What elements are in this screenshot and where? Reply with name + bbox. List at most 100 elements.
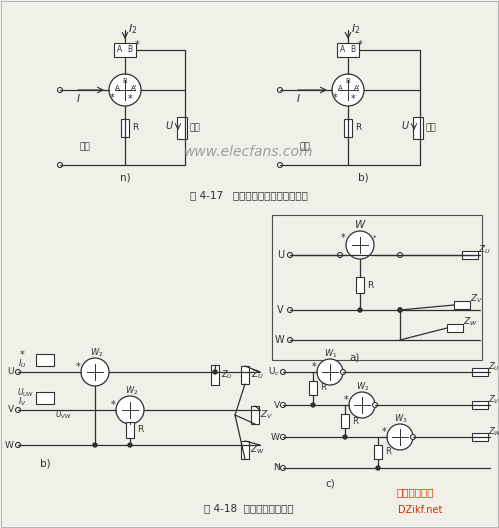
Text: R: R: [137, 426, 143, 435]
Text: 负载: 负载: [426, 124, 436, 133]
Text: $U_{VW}$: $U_{VW}$: [55, 409, 72, 421]
Text: $W_3$: $W_3$: [394, 413, 408, 425]
Text: R: R: [352, 417, 358, 426]
Text: A': A': [131, 85, 137, 91]
Text: *: *: [351, 94, 355, 104]
Text: W: W: [355, 220, 365, 230]
Circle shape: [387, 424, 413, 450]
Circle shape: [128, 443, 132, 447]
Text: B: B: [346, 78, 350, 84]
Text: $Z_V$: $Z_V$: [260, 409, 273, 421]
Text: c): c): [325, 478, 335, 488]
Bar: [344, 119, 352, 137]
Text: 图 4-17   功率表的两种正确接线方法: 图 4-17 功率表的两种正确接线方法: [190, 190, 308, 200]
Bar: [177, 117, 187, 139]
Circle shape: [346, 231, 374, 259]
Text: V: V: [277, 305, 284, 315]
Bar: [413, 117, 423, 139]
Text: $I_2$: $I_2$: [128, 22, 138, 36]
Circle shape: [337, 252, 342, 258]
Text: *: *: [373, 235, 377, 241]
Text: 电子开发社区: 电子开发社区: [396, 487, 434, 497]
Bar: [309, 381, 317, 395]
Circle shape: [93, 443, 97, 447]
Circle shape: [277, 88, 282, 92]
Text: $W_2$: $W_2$: [125, 385, 139, 397]
Text: *: *: [128, 94, 132, 104]
Circle shape: [280, 402, 285, 408]
Text: $Z_U$: $Z_U$: [478, 244, 491, 256]
Text: $I$: $I$: [76, 92, 80, 104]
Text: *: *: [382, 427, 386, 437]
Text: R: R: [367, 280, 373, 289]
Bar: [374, 445, 382, 459]
Text: 负载: 负载: [190, 124, 201, 133]
Circle shape: [277, 163, 282, 167]
Circle shape: [15, 408, 20, 412]
Bar: [251, 406, 259, 424]
Text: A: A: [340, 44, 346, 53]
Circle shape: [81, 358, 109, 386]
Text: *: *: [358, 40, 362, 50]
Text: W: W: [5, 440, 14, 449]
Circle shape: [343, 435, 347, 439]
Circle shape: [109, 74, 141, 106]
Circle shape: [349, 392, 375, 418]
Circle shape: [280, 370, 285, 374]
Text: *: *: [111, 400, 115, 410]
Text: U: U: [7, 367, 14, 376]
Text: *: *: [110, 93, 114, 103]
Text: $I_V$: $I_V$: [17, 396, 26, 408]
Text: $U$: $U$: [401, 119, 410, 131]
Text: A: A: [115, 85, 119, 91]
Text: W: W: [271, 432, 280, 441]
Bar: [121, 119, 129, 137]
Text: B: B: [123, 78, 127, 84]
Circle shape: [280, 435, 285, 439]
Text: B: B: [127, 44, 133, 53]
Text: *: *: [341, 233, 345, 243]
Text: R: R: [132, 124, 138, 133]
Text: $Z_W$: $Z_W$: [463, 316, 478, 328]
Text: $I$: $I$: [295, 92, 300, 104]
Circle shape: [376, 466, 380, 470]
Text: $Z_V$: $Z_V$: [470, 293, 483, 305]
Circle shape: [57, 163, 62, 167]
Bar: [241, 366, 249, 384]
Text: $Z_U$: $Z_U$: [250, 369, 263, 381]
Text: 电源: 电源: [80, 143, 90, 152]
Text: $W_2$: $W_2$: [356, 381, 370, 393]
Bar: [114, 43, 136, 57]
Circle shape: [398, 308, 402, 312]
Text: W: W: [274, 335, 284, 345]
Circle shape: [372, 402, 378, 408]
Text: 图 4-18  功率表的接线方法: 图 4-18 功率表的接线方法: [204, 503, 294, 513]
Text: b): b): [358, 173, 368, 183]
Text: *: *: [333, 93, 337, 103]
Text: V: V: [8, 406, 14, 414]
Circle shape: [287, 252, 292, 258]
Circle shape: [332, 74, 364, 106]
Bar: [126, 422, 134, 438]
Bar: [462, 251, 478, 259]
Text: o: o: [276, 463, 280, 468]
Circle shape: [411, 435, 416, 439]
Text: B: B: [350, 44, 356, 53]
Bar: [337, 43, 359, 57]
Text: *: *: [19, 350, 24, 360]
Text: n): n): [120, 173, 130, 183]
Text: V: V: [274, 401, 280, 410]
Circle shape: [398, 252, 403, 258]
Text: R: R: [385, 448, 391, 457]
Circle shape: [15, 442, 20, 448]
Bar: [356, 277, 364, 293]
Text: R: R: [355, 124, 361, 133]
Bar: [211, 365, 219, 385]
Circle shape: [287, 337, 292, 343]
Bar: [241, 441, 249, 459]
Bar: [454, 301, 470, 309]
Circle shape: [311, 403, 315, 407]
Circle shape: [358, 308, 362, 312]
Text: N: N: [273, 464, 280, 473]
Circle shape: [340, 370, 345, 374]
